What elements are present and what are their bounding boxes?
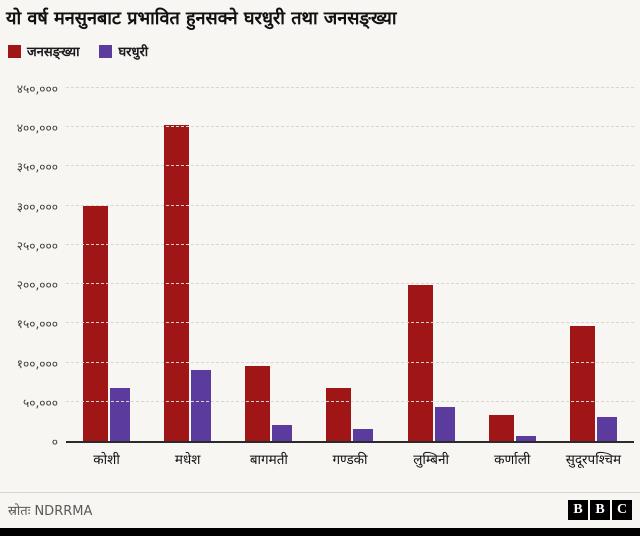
- plot-area: [66, 87, 634, 443]
- bottom-black-strip: [0, 528, 640, 536]
- x-axis-labels: कोशी मधेश बागमती गण्डकी लुम्बिनी कर्णाली सुदूर…: [66, 450, 634, 468]
- x-tick-label: कोशी: [93, 452, 120, 468]
- legend-item-population: जनसङ्ख्या: [8, 42, 79, 60]
- gridline: [66, 400, 634, 402]
- bar-group: [391, 90, 472, 441]
- bar: [245, 366, 271, 441]
- y-tick-label: १५०,०००: [16, 317, 58, 332]
- y-tick-label: १००,०००: [16, 356, 58, 371]
- bbc-logo: B B C: [568, 500, 632, 520]
- bars-row: [66, 90, 634, 441]
- bar: [434, 406, 455, 441]
- y-tick-label: ३००,०००: [16, 199, 58, 214]
- chart-title: यो वर्ष मनसुनबाट प्रभावित हुनसक्ने घरधुर…: [6, 8, 397, 29]
- bar-chart: ४५०,००० ४००,००० ३५०,००० ३००,००० २५०,००० २००,०…: [8, 82, 634, 474]
- gridline: [66, 361, 634, 363]
- y-axis: ४५०,००० ४००,००० ३५०,००० ३००,००० २५०,००० २००,०…: [8, 82, 64, 449]
- bar: [272, 424, 293, 441]
- bar: [110, 388, 131, 441]
- legend-label-population: जनसङ्ख्या: [27, 45, 80, 60]
- y-tick-label: ४५०,०००: [16, 82, 58, 96]
- bar: [488, 415, 514, 441]
- source-text: स्रोतः NDRRMA: [8, 504, 93, 519]
- gridline: [66, 243, 634, 245]
- x-tick-label: गण्डकी: [332, 452, 368, 468]
- x-tick-label: लुम्बिनी: [413, 452, 449, 468]
- gridline: [66, 322, 634, 324]
- bar-group: [66, 90, 147, 441]
- legend-swatch-population: [8, 44, 21, 58]
- gridline: [66, 283, 634, 285]
- gridline: [66, 204, 634, 206]
- bar-group: [553, 90, 634, 441]
- legend-swatch-households: [99, 44, 113, 58]
- y-tick-label: २००,०००: [16, 278, 58, 293]
- legend-item-households: घरधुरी: [99, 42, 148, 60]
- bar: [515, 435, 536, 441]
- gridline: [66, 126, 634, 128]
- x-tick-label: मधेश: [174, 452, 201, 468]
- x-tick-label: सुदूरपश्चिम: [565, 452, 622, 468]
- bar-group: [147, 90, 228, 441]
- y-tick-label: ०: [51, 435, 58, 449]
- y-tick-label: ५०,०००: [22, 395, 58, 410]
- bar: [191, 369, 212, 441]
- bar: [596, 416, 617, 441]
- bar: [353, 429, 374, 441]
- bar: [407, 284, 433, 441]
- bar: [326, 387, 352, 441]
- bar-group: [472, 90, 553, 441]
- legend: जनसङ्ख्या घरधुरी: [0, 30, 640, 60]
- bar: [569, 326, 595, 441]
- bar: [164, 124, 190, 441]
- bar-group: [228, 90, 309, 441]
- gridline: [66, 165, 634, 167]
- legend-label-households: घरधुरी: [118, 45, 149, 60]
- x-tick-label: बागमती: [249, 452, 288, 468]
- x-tick-label: कर्णाली: [494, 452, 531, 468]
- bbc-logo-block-b1: B: [568, 500, 588, 520]
- bbc-logo-block-c: C: [612, 500, 632, 520]
- gridline: [66, 87, 634, 88]
- y-tick-label: ४००,०००: [16, 121, 58, 136]
- bbc-logo-block-b2: B: [590, 500, 610, 520]
- bar-group: [309, 90, 390, 441]
- footer: स्रोतः NDRRMA B B C: [0, 492, 640, 520]
- y-tick-label: ३५०,०००: [16, 160, 58, 175]
- y-tick-label: २५०,०००: [16, 238, 58, 253]
